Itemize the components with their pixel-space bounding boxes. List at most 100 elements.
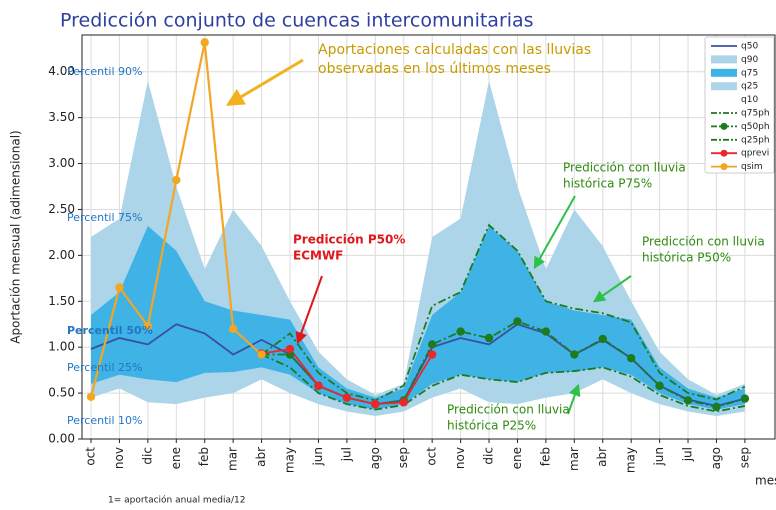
annotation: Predicción con lluvia bbox=[447, 403, 570, 417]
x-tick-label: oct bbox=[425, 447, 439, 466]
arrow bbox=[295, 275, 323, 345]
series-point bbox=[655, 381, 664, 390]
annotation: histórica P50% bbox=[642, 251, 731, 265]
series-point bbox=[712, 402, 721, 412]
series-point bbox=[427, 340, 437, 349]
x-tick-label: may bbox=[624, 447, 638, 473]
legend-swatch bbox=[711, 95, 737, 104]
x-tick-label: jun bbox=[652, 447, 666, 467]
series-point bbox=[570, 350, 579, 359]
arrows bbox=[225, 58, 632, 415]
series-point bbox=[86, 392, 96, 401]
y-tick-label: 1.00 bbox=[48, 340, 75, 354]
plot-area bbox=[82, 35, 775, 440]
x-tick-label: oct bbox=[84, 447, 98, 466]
legend-label: q10 bbox=[741, 95, 758, 105]
x-tick-label: sep bbox=[737, 447, 751, 468]
footnote: 1= aportación anual media/12 bbox=[108, 495, 245, 506]
series-point bbox=[427, 350, 437, 359]
y-tick-label: 0.00 bbox=[48, 432, 75, 446]
legend-swatch bbox=[711, 82, 737, 91]
series-point bbox=[683, 396, 693, 405]
y-tick-label: 3.50 bbox=[48, 110, 75, 124]
series-point bbox=[484, 333, 494, 343]
x-tick-label: abr bbox=[595, 447, 609, 467]
series-point bbox=[228, 324, 238, 334]
annotation: Predicción P50% bbox=[293, 233, 405, 247]
x-tick-label: may bbox=[283, 447, 297, 473]
y-axis-label: Aportación mensual (adimensional) bbox=[9, 130, 23, 343]
x-tick-label: jul bbox=[681, 447, 695, 462]
annotation: Aportaciones calculadas con las lluvias bbox=[318, 42, 591, 58]
series-point bbox=[172, 175, 181, 185]
x-tick-label: ene bbox=[169, 447, 183, 469]
arrow bbox=[567, 383, 581, 415]
series-point bbox=[513, 317, 522, 326]
x-tick-label: abr bbox=[254, 447, 268, 467]
legend-label: qprevi bbox=[741, 149, 769, 159]
x-tick-label: nov bbox=[453, 447, 467, 469]
x-tick-label: feb bbox=[538, 447, 552, 466]
plot-frame bbox=[81, 34, 776, 440]
series-point bbox=[143, 321, 153, 331]
arrow bbox=[225, 58, 304, 106]
annotation: Predicción con lluvia bbox=[642, 235, 765, 249]
y-tick-label: 1.50 bbox=[48, 294, 75, 308]
series-point bbox=[598, 334, 607, 344]
x-tick-label: ene bbox=[510, 447, 524, 469]
series-point bbox=[342, 393, 352, 402]
percentile-label: Percentil 50% bbox=[67, 324, 153, 337]
series-point bbox=[399, 398, 408, 407]
legend-label: q75ph bbox=[741, 109, 770, 119]
legend-marker bbox=[720, 163, 728, 171]
x-tick-label: mar bbox=[226, 447, 240, 471]
series-line bbox=[261, 223, 746, 402]
series-point bbox=[314, 381, 323, 390]
percentile-label: Percentil 90% bbox=[67, 65, 142, 78]
y-tick-label: 4.00 bbox=[48, 64, 75, 78]
x-tick-label: feb bbox=[197, 447, 211, 466]
legend-swatch bbox=[711, 68, 737, 77]
percentile-label: Percentil 25% bbox=[67, 361, 142, 374]
x-tick-label: jul bbox=[339, 447, 353, 462]
series-point bbox=[285, 344, 295, 354]
legend-label: qsim bbox=[741, 162, 763, 172]
series-point bbox=[371, 399, 380, 409]
annotation: observadas en los últimos meses bbox=[318, 61, 551, 77]
legend-label: q75 bbox=[741, 68, 758, 78]
x-tick-label: sep bbox=[396, 447, 410, 468]
legend-label: q25ph bbox=[741, 135, 770, 145]
legend-swatch bbox=[711, 55, 737, 64]
annotation: ECMWF bbox=[293, 249, 343, 263]
arrow bbox=[593, 275, 632, 303]
series-point bbox=[626, 354, 636, 363]
x-tick-label: dic bbox=[482, 447, 496, 465]
chart-title: Predicción conjunto de cuencas intercomu… bbox=[60, 10, 534, 32]
x-tick-label: jun bbox=[311, 447, 325, 467]
series-point bbox=[541, 327, 551, 336]
series-point bbox=[200, 38, 209, 47]
legend-marker bbox=[720, 122, 728, 130]
legend-label: q25 bbox=[741, 82, 758, 92]
y-tick-label: 2.00 bbox=[48, 248, 75, 262]
percentile-label: Percentil 10% bbox=[67, 414, 142, 427]
series-line bbox=[261, 353, 746, 413]
y-tick-label: 3.00 bbox=[48, 156, 75, 170]
y-tick-label: 0.50 bbox=[48, 386, 75, 400]
legend-label: q50 bbox=[741, 42, 758, 52]
band-area bbox=[91, 225, 745, 410]
annotation: Predicción con lluvia bbox=[563, 161, 686, 175]
legend-label: q50ph bbox=[741, 122, 770, 132]
series-point bbox=[740, 394, 750, 403]
x-tick-label: ago bbox=[368, 447, 382, 469]
arrow bbox=[533, 195, 576, 270]
legend: q50 q90 q75 q25 q10 q75ph q50ph q25ph qprevi qsim bbox=[704, 36, 775, 174]
x-axis-label: mes bbox=[755, 474, 776, 488]
annotation: histórica P75% bbox=[563, 177, 652, 191]
annotation: histórica P25% bbox=[447, 419, 536, 433]
percentile-label: Percentil 75% bbox=[67, 211, 142, 224]
series-point bbox=[456, 327, 465, 336]
x-tick-label: ago bbox=[709, 447, 723, 469]
